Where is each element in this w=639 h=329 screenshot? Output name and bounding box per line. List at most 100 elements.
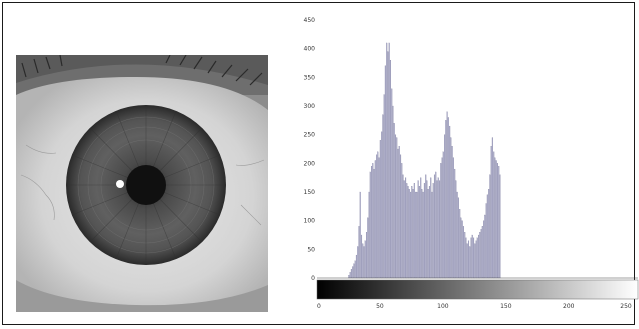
histogram-bar (374, 160, 376, 279)
histogram-bar (360, 234, 363, 279)
histogram-bar (440, 163, 442, 279)
histogram-bar (433, 174, 436, 279)
histogram-bar (459, 209, 461, 279)
y-tick-label: 400 (304, 46, 316, 53)
histogram-bar (460, 217, 462, 279)
histogram-bar (416, 191, 418, 279)
histogram-bar (376, 154, 378, 279)
y-tick-label: 150 (304, 189, 316, 196)
histogram-bar (359, 191, 361, 279)
histogram-bar (439, 180, 441, 279)
histogram-bar (393, 123, 395, 279)
histogram-bar (474, 243, 476, 279)
histogram-bar (377, 151, 379, 279)
histogram-bar (457, 197, 459, 279)
histogram-bar (452, 157, 454, 279)
histogram-bar (498, 166, 500, 279)
histogram-bar (486, 194, 488, 279)
eyelashes (21, 55, 263, 86)
histogram-bar (447, 117, 449, 279)
histogram-bar (493, 151, 495, 279)
histogram-bar (425, 174, 427, 279)
histogram-bar (362, 243, 364, 279)
histogram-bar (461, 220, 463, 279)
y-tick-label: 100 (304, 218, 316, 225)
histogram-bar (350, 269, 352, 279)
histogram-bar (368, 191, 370, 279)
histogram-bar (383, 94, 385, 279)
histogram-bar (389, 60, 391, 279)
histogram-bar (466, 243, 468, 279)
histogram-bar (386, 42, 388, 279)
pupil (126, 165, 166, 205)
histogram-bar (378, 157, 380, 279)
histogram-bar (391, 88, 393, 279)
y-tick-label: 300 (304, 103, 316, 110)
histogram-bar (426, 180, 428, 279)
histogram-bar (450, 137, 452, 279)
histogram-bar (387, 51, 389, 279)
histogram-bar (478, 234, 480, 279)
histogram-bar (381, 131, 383, 279)
histogram-bar (398, 146, 400, 279)
histogram-bar (410, 191, 412, 279)
histogram-bar (422, 191, 424, 279)
histogram-bar (358, 226, 360, 279)
histogram-bar (449, 125, 451, 279)
histogram-bar (353, 263, 355, 279)
histogram-bar (489, 174, 491, 279)
histogram-bar (407, 186, 409, 279)
histogram-bar (415, 191, 417, 279)
histogram-bar (445, 120, 447, 279)
histogram-bar (469, 246, 471, 279)
histogram-bar (465, 237, 467, 279)
histogram-bar (423, 183, 425, 279)
histogram-bar (352, 266, 354, 279)
histogram-bar (437, 177, 439, 279)
histogram-bar (371, 166, 373, 279)
histogram-bar (372, 163, 374, 279)
histogram-bar (470, 237, 472, 279)
y-tick-label: 200 (304, 160, 316, 167)
histogram-bar (485, 203, 487, 279)
histogram-bar (446, 111, 448, 279)
histogram-bar (348, 275, 350, 279)
specular-highlight (116, 180, 124, 188)
histogram-bar (412, 189, 414, 279)
histogram-bar (427, 189, 429, 279)
histogram-bar (405, 177, 407, 279)
eye-photo (16, 55, 268, 312)
histogram-bar (484, 214, 486, 279)
histogram-bar (441, 157, 443, 279)
histogram-bar (365, 232, 368, 279)
histogram-bar (394, 134, 397, 279)
y-tick-label: 350 (304, 74, 316, 81)
histogram-bar (349, 272, 351, 279)
histogram-bar (475, 240, 477, 279)
histogram-bar (428, 186, 431, 279)
histogram-bar (436, 180, 438, 279)
histogram-bar (491, 137, 493, 279)
x-tick-label: 150 (500, 303, 512, 310)
histogram-bar (396, 137, 398, 279)
y-tick-label: 0 (311, 275, 315, 282)
histogram-bar (480, 229, 482, 279)
histogram-bar (401, 163, 403, 279)
histogram-bar (455, 180, 457, 279)
histogram-bar (379, 140, 381, 279)
histogram-bar (483, 220, 485, 279)
histogram-bar (364, 240, 366, 279)
histogram-bar (488, 189, 490, 279)
histogram-bar (435, 171, 437, 279)
histogram-bar (418, 186, 420, 279)
histogram-bar (467, 240, 470, 279)
histogram-bar (496, 163, 498, 279)
histogram-bar (354, 260, 356, 279)
histogram-bar (406, 183, 408, 279)
histogram-bar (430, 177, 432, 279)
x-tick-label: 250 (620, 303, 632, 310)
histogram-bar (413, 183, 415, 279)
histogram-bar (367, 217, 369, 279)
histogram-bar (417, 180, 419, 279)
histogram-bar (462, 226, 465, 279)
